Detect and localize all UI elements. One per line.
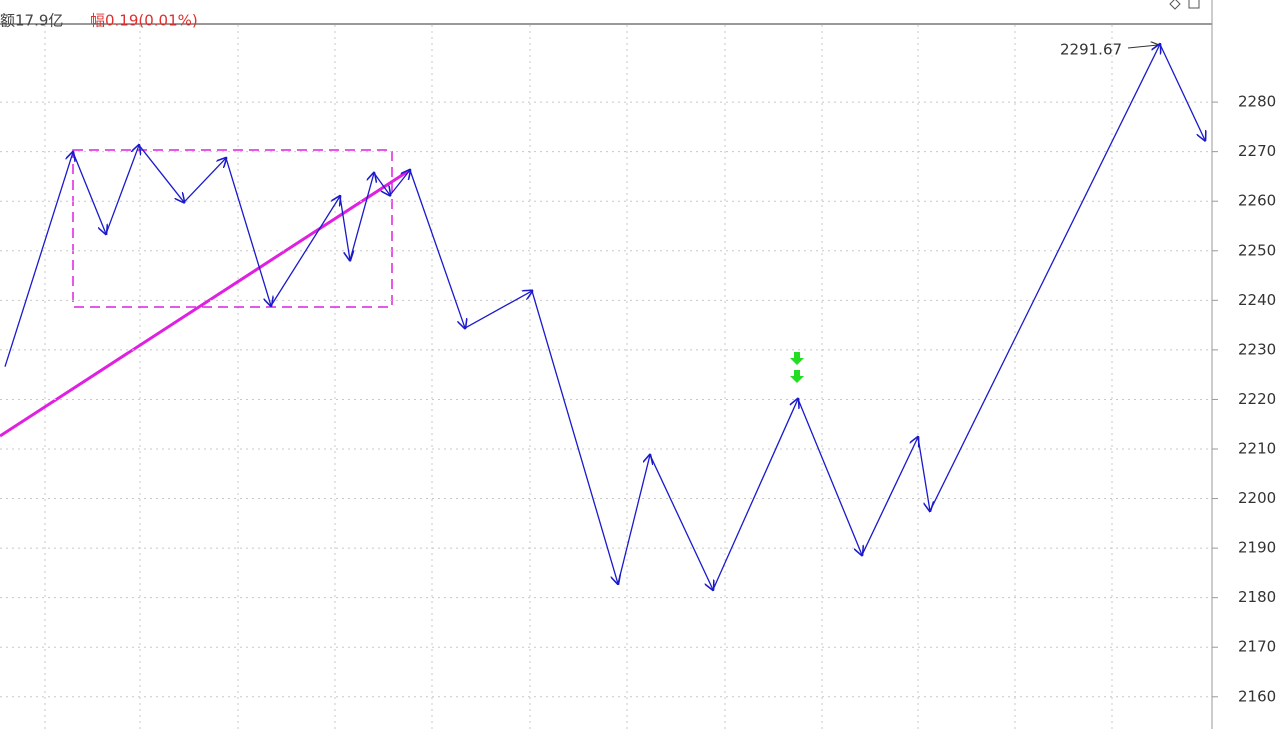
zigzag-segment xyxy=(531,290,618,584)
y-tick-label: 2220 xyxy=(1238,390,1276,408)
y-tick-label: 2180 xyxy=(1238,588,1276,606)
header-change: 幅0.19(0.01%) xyxy=(90,12,198,30)
zigzag-segment xyxy=(861,437,918,556)
zigzag-segment xyxy=(138,144,184,202)
zigzag-segment xyxy=(225,157,271,306)
zigzag-segment xyxy=(339,196,350,260)
zigzag-segment xyxy=(464,291,532,329)
window-icons xyxy=(1169,0,1200,10)
zigzag-segment xyxy=(105,145,139,235)
range-box xyxy=(72,149,393,308)
peak-annotation: 2291.67 xyxy=(1060,41,1122,59)
zigzag-segment xyxy=(72,151,106,234)
zigzag-segment xyxy=(4,152,73,367)
vertical-grid xyxy=(44,25,1113,729)
zigzag-segment xyxy=(349,173,374,261)
y-tick-label: 2200 xyxy=(1238,489,1276,507)
zigzag-segment xyxy=(649,454,713,590)
y-tick-label: 2230 xyxy=(1238,340,1276,358)
trend-line xyxy=(0,168,411,438)
header-amount: 额17.9亿 xyxy=(0,12,63,30)
zigzag-segment xyxy=(270,196,340,307)
zigzag-segment xyxy=(373,172,390,195)
zigzag-segment xyxy=(409,169,465,328)
zigzag-segment xyxy=(917,436,930,511)
y-tick-label: 2250 xyxy=(1238,241,1276,259)
y-tick-label: 2160 xyxy=(1238,687,1276,705)
zigzag-segment xyxy=(929,44,1160,512)
y-tick-label: 2170 xyxy=(1238,638,1276,656)
y-tick-label: 2270 xyxy=(1238,142,1276,160)
zigzag-segment xyxy=(797,398,862,555)
y-tick-label: 2240 xyxy=(1238,291,1276,309)
zigzag-segment xyxy=(617,455,650,584)
zigzag-segment xyxy=(712,399,798,591)
y-tick-label: 2280 xyxy=(1238,93,1276,111)
zigzag-segment xyxy=(389,170,410,196)
annotation-arrow xyxy=(1127,45,1158,48)
zigzag-segment xyxy=(1159,43,1205,140)
y-tick-label: 2210 xyxy=(1238,439,1276,457)
zigzag-segment xyxy=(183,158,226,203)
y-tick-label: 2260 xyxy=(1238,192,1276,210)
signal-arrows xyxy=(790,352,804,383)
y-tick-label: 2190 xyxy=(1238,539,1276,557)
